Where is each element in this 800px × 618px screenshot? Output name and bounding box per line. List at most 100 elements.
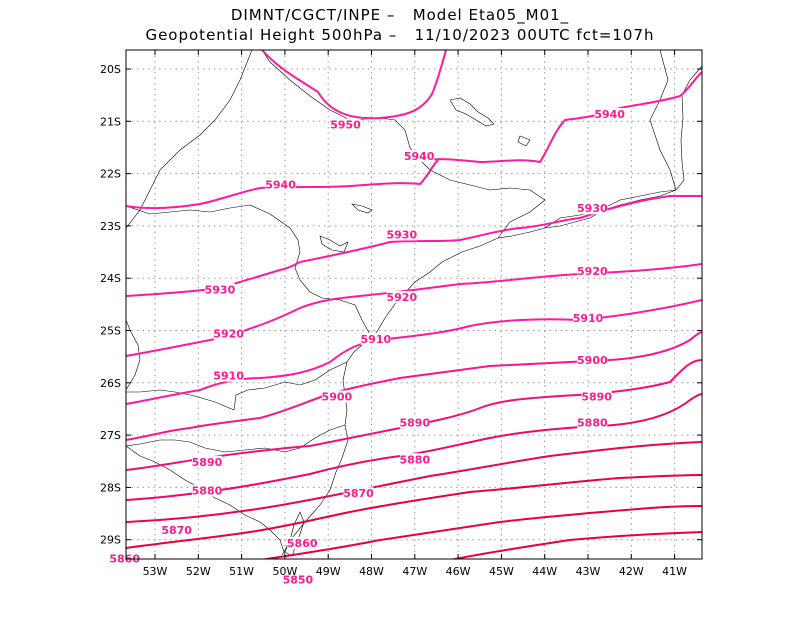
border-paraguay	[126, 319, 141, 391]
lat-tick-label: 27S	[100, 429, 121, 442]
lon-tick-label: 45W	[489, 565, 514, 578]
contour-label: 5930	[577, 202, 608, 215]
contour-label: 5920	[577, 265, 608, 278]
state-border-sp-mg	[261, 50, 546, 239]
contour-label: 5860	[287, 537, 318, 550]
state-border-sc-pr	[126, 361, 348, 411]
contour-5950	[261, 50, 447, 120]
contour-label: 5850	[283, 574, 314, 587]
contour-5910	[126, 299, 702, 405]
contour-label: 5920	[386, 291, 417, 304]
lon-tick-label: 51W	[229, 565, 254, 578]
contour-label-bg	[109, 552, 140, 565]
contour-label: 5930	[386, 228, 417, 241]
state-border-pr-sp	[126, 204, 373, 339]
contour-5860	[126, 474, 702, 549]
lat-tick-label: 26S	[100, 377, 121, 390]
contour-label: 5880	[399, 453, 430, 466]
contour-label-bg	[161, 523, 192, 536]
contour-5940-east	[429, 71, 702, 164]
contour-label-bg	[573, 312, 603, 325]
contour-label: 5940	[265, 179, 296, 192]
contour-label-bg	[386, 291, 417, 304]
lat-tick-label: 23S	[100, 220, 121, 233]
contour-label: 5950	[330, 119, 361, 132]
contour-label: 5910	[361, 333, 392, 346]
contour-label: 5940	[404, 150, 435, 163]
lat-tick-label: 28S	[100, 481, 121, 494]
height-contours	[126, 50, 702, 559]
contour-label-bg	[330, 118, 361, 131]
lon-tick-label: 43W	[576, 565, 601, 578]
contour-label: 5860	[109, 553, 140, 566]
lat-tick-label: 25S	[100, 325, 121, 338]
contour-label: 5880	[192, 485, 223, 498]
border-argentina-rs	[126, 445, 286, 556]
reservoir-4	[517, 135, 531, 147]
lat-tick-label: 21S	[100, 115, 121, 128]
contour-label-bg	[213, 369, 244, 382]
contour-5940-west	[126, 159, 439, 210]
contour-label-bg	[321, 390, 352, 403]
contour-label: 5880	[577, 417, 608, 430]
lon-tick-label: 48W	[359, 565, 384, 578]
map-title-line1: DIMNT/CGCT/INPE – Model Eta05_M01_	[230, 6, 570, 24]
contour-label-bg	[577, 353, 608, 366]
lat-tick-label: 29S	[100, 534, 121, 547]
contour-label-bg	[191, 455, 222, 468]
contour-5840	[449, 531, 702, 559]
contour-label-bg	[577, 264, 608, 277]
reservoir-2	[319, 235, 349, 253]
reservoir-1	[449, 97, 495, 127]
contour-label-bg	[204, 283, 235, 296]
contour-label-bg	[343, 487, 374, 500]
contour-label: 5900	[322, 390, 353, 403]
contour-label: 5940	[594, 108, 625, 121]
state-border-mg-rj	[544, 189, 677, 229]
contour-label-bg	[577, 416, 608, 429]
contour-label: 5920	[213, 328, 244, 341]
map-title-line2: Geopotential Height 500hPa – 11/10/2023 …	[145, 26, 655, 44]
lat-tick-label: 22S	[100, 168, 121, 181]
contour-5930-west	[126, 261, 301, 297]
lon-tick-label: 44W	[532, 565, 557, 578]
contour-label: 5890	[581, 390, 612, 403]
lagoon-outline	[284, 511, 305, 557]
lon-tick-label: 47W	[402, 565, 427, 578]
contour-label: 5910	[213, 370, 244, 383]
contour-label-bg	[594, 108, 625, 121]
contour-label-bg	[213, 327, 244, 340]
lon-tick-label: 53W	[143, 565, 168, 578]
contour-label: 5930	[205, 283, 236, 296]
lat-lon-grid	[126, 50, 702, 559]
lat-tick-label: 24S	[100, 272, 121, 285]
contour-label-bg	[577, 202, 608, 215]
contour-label: 5870	[161, 524, 192, 537]
contour-labels: 5950 5940 5940 5940 5930 5930 5920 5930 5920 5910…	[109, 108, 625, 587]
lon-tick-label: 41W	[662, 565, 687, 578]
contour-label-bg	[265, 178, 296, 191]
contour-label-bg	[287, 536, 318, 549]
plot-frame	[125, 49, 703, 560]
contour-5890	[126, 359, 702, 471]
reservoir-3	[351, 203, 373, 214]
state-border-sc-rs	[126, 424, 346, 453]
contour-label-bg	[386, 228, 417, 241]
axes: 20S 21S 22S 23S 24S 25S 26S 27S 28S 29S 53W 52W 51W 5…	[100, 50, 702, 578]
contour-5900	[126, 331, 702, 441]
contour-label-bg	[282, 573, 313, 586]
contour-5930-east	[299, 195, 702, 263]
contour-label: 5890	[399, 417, 430, 430]
lon-tick-label: 52W	[186, 565, 211, 578]
lon-tick-label: 46W	[446, 565, 471, 578]
lon-tick-label: 49W	[316, 565, 341, 578]
contour-label: 5890	[192, 456, 223, 469]
contour-5850	[259, 505, 702, 559]
lon-tick-label: 50W	[272, 565, 297, 578]
contour-label-bg	[581, 390, 612, 403]
contour-label-bg	[399, 453, 430, 466]
state-border-ms	[126, 50, 253, 229]
contour-5870	[126, 441, 702, 523]
contour-label: 5900	[577, 354, 608, 367]
